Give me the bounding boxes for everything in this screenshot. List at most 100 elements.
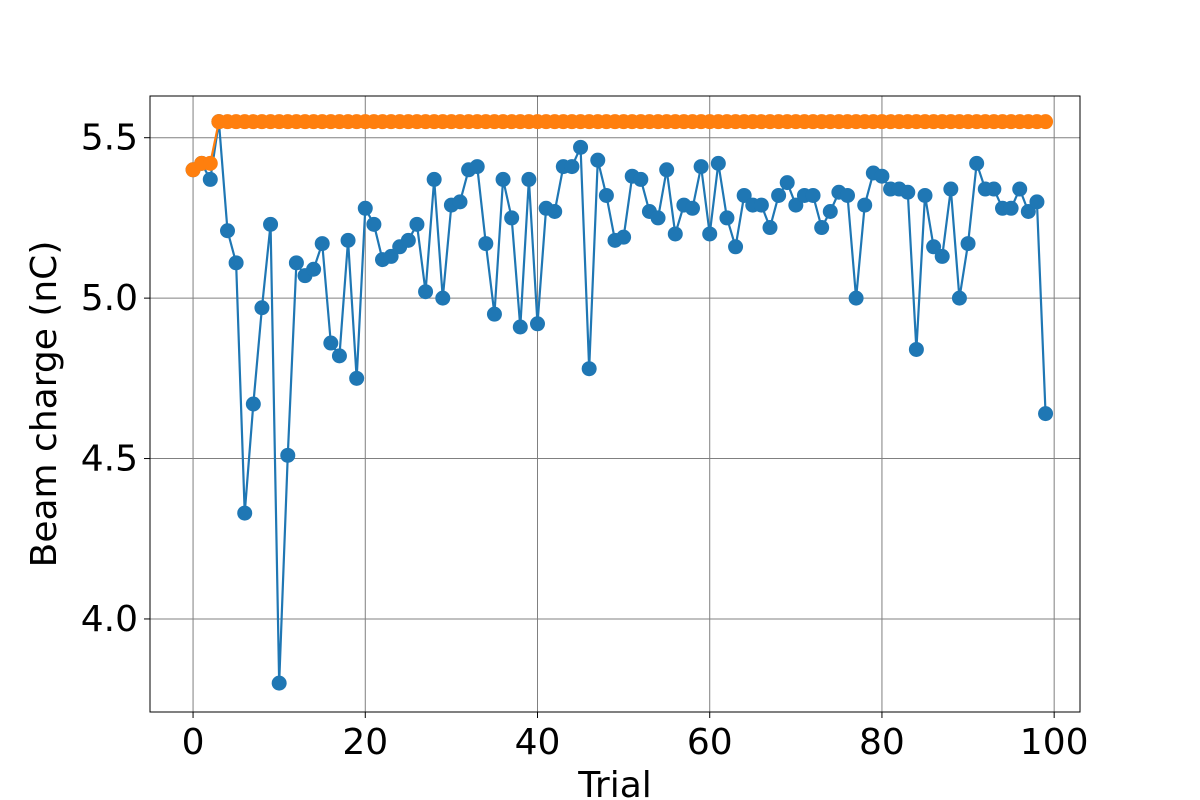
data-point	[822, 204, 838, 219]
data-point	[512, 319, 528, 335]
data-point	[788, 197, 804, 213]
data-point	[237, 505, 253, 521]
data-point	[581, 361, 597, 377]
data-point	[1038, 114, 1054, 130]
data-point	[762, 220, 778, 236]
plot-frame	[149, 95, 1081, 713]
y-tick-label: 4.0	[81, 599, 138, 640]
data-point	[908, 341, 924, 357]
data-point	[314, 236, 330, 252]
data-point	[383, 248, 399, 264]
data-point	[943, 181, 959, 197]
data-point	[814, 220, 830, 236]
ticks: 0 20 40 60 80 100 4.0 4.5 5.0 5.5	[81, 118, 1089, 763]
data-point	[857, 197, 873, 213]
x-tick-label: 60	[687, 722, 733, 763]
data-point	[710, 155, 726, 171]
y-tick-label: 5.0	[81, 278, 138, 319]
data-point	[771, 187, 787, 203]
data-point	[564, 159, 580, 175]
x-tick-label: 0	[182, 722, 205, 763]
data-point	[598, 187, 614, 203]
data-point	[960, 236, 976, 252]
data-point	[753, 197, 769, 213]
data-point	[969, 155, 985, 171]
data-point	[1038, 406, 1054, 422]
data-point	[1020, 204, 1036, 219]
data-point	[280, 447, 296, 463]
data-point	[547, 204, 563, 219]
data-point	[874, 168, 890, 184]
data-point	[254, 300, 270, 316]
data-point	[650, 210, 666, 226]
data-point	[590, 152, 606, 168]
series-line	[192, 121, 1047, 684]
data-point	[934, 248, 950, 264]
data-point	[573, 139, 589, 155]
data-point	[409, 216, 425, 232]
data-point	[805, 187, 821, 203]
data-point	[366, 216, 382, 232]
data-point	[779, 175, 795, 191]
data-point	[702, 226, 718, 242]
series-2	[185, 114, 1054, 178]
x-tick-label: 100	[1020, 722, 1089, 763]
data-point	[1012, 181, 1028, 197]
data-point	[530, 316, 545, 332]
data-point	[202, 171, 218, 187]
data-point	[220, 223, 235, 239]
data-point	[986, 181, 1002, 197]
data-point	[357, 200, 373, 216]
data-point	[486, 306, 502, 322]
data-point	[840, 187, 855, 203]
data-point	[435, 290, 451, 306]
data-point	[926, 239, 942, 255]
data-point	[323, 335, 339, 351]
data-point	[288, 255, 304, 271]
data-point	[693, 159, 709, 175]
data-point	[719, 210, 735, 226]
series-1	[185, 114, 1054, 691]
data-point	[1003, 200, 1019, 216]
data-point	[306, 261, 322, 277]
x-tick-label: 80	[859, 722, 905, 763]
y-tick-label: 4.5	[81, 439, 138, 480]
y-axis-label: Beam charge (nC)	[24, 241, 65, 568]
data-point	[426, 171, 442, 187]
data-point	[900, 184, 916, 200]
data-point	[349, 370, 365, 386]
data-point	[616, 229, 632, 245]
data-point	[469, 159, 485, 175]
x-tick-label: 40	[515, 722, 561, 763]
data-point	[659, 162, 675, 178]
data-point	[418, 284, 434, 300]
data-point	[340, 232, 356, 248]
data-point	[504, 210, 520, 226]
grid	[150, 96, 1080, 712]
data-point	[202, 155, 218, 171]
data-point	[633, 171, 649, 187]
data-point	[917, 187, 933, 203]
data-point	[667, 226, 683, 242]
data-point	[263, 216, 279, 232]
data-point	[271, 675, 287, 691]
series-layer	[185, 114, 1054, 691]
data-point	[1029, 194, 1045, 210]
data-point	[495, 171, 511, 187]
data-point	[848, 290, 864, 306]
y-tick-label: 5.5	[81, 118, 138, 159]
data-point	[478, 236, 494, 252]
data-point	[228, 255, 244, 271]
data-point	[452, 194, 468, 210]
data-point	[736, 187, 752, 203]
data-point	[245, 396, 261, 412]
data-point	[521, 171, 537, 187]
data-point	[400, 232, 416, 248]
data-point	[331, 348, 347, 364]
x-tick-label: 20	[342, 722, 388, 763]
x-axis-label: Trial	[577, 765, 652, 800]
data-point	[728, 239, 744, 255]
data-point	[685, 200, 700, 216]
data-point	[951, 290, 967, 306]
